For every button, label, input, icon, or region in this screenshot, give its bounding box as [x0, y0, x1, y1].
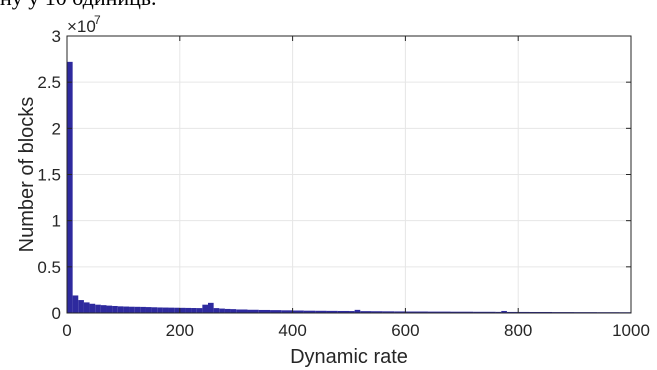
y-tick-label: 2	[52, 119, 61, 138]
histogram-bar	[162, 307, 169, 313]
histogram-bar	[230, 309, 237, 313]
histogram-bar	[473, 311, 496, 313]
histogram-bar	[224, 308, 231, 313]
axis-ticks	[66, 35, 632, 314]
histogram-bar	[157, 307, 163, 313]
histogram-bar	[303, 310, 316, 313]
histogram-bar	[123, 306, 130, 313]
histogram-bar	[270, 310, 282, 313]
histogram-bar	[371, 311, 383, 313]
x-tick-label: 0	[62, 321, 71, 340]
histogram-bar	[281, 310, 293, 313]
histogram-bar	[151, 307, 158, 313]
x-tick-label: 600	[391, 321, 419, 340]
histogram-bar	[83, 302, 90, 313]
histogram-bar	[191, 308, 197, 313]
y-tick-label: 1	[52, 212, 61, 231]
y-tick-label: 2.5	[37, 73, 61, 92]
histogram-bar	[174, 307, 180, 313]
y-tick-label: 0	[52, 304, 61, 323]
histogram-bar	[112, 305, 118, 313]
histogram-bar	[326, 310, 338, 313]
y-tick-label: 3	[52, 27, 61, 46]
histogram-bar	[394, 311, 406, 313]
histogram-bar	[501, 310, 507, 313]
y-exponent-power: 7	[94, 13, 101, 27]
x-tick-label: 200	[166, 321, 194, 340]
histogram-bar	[67, 61, 73, 313]
histogram-bar	[427, 311, 451, 313]
histogram-bar	[213, 308, 220, 313]
histogram-bar	[129, 306, 135, 313]
histogram-bar	[168, 307, 175, 313]
histogram-bars	[67, 61, 631, 313]
histogram-bar	[208, 302, 214, 313]
histogram-bar	[145, 307, 152, 313]
x-tick-label: 800	[504, 321, 532, 340]
x-tick-label: 1000	[612, 321, 650, 340]
histogram-bar	[196, 308, 203, 313]
histogram-bar	[185, 307, 192, 313]
histogram-bar	[89, 303, 96, 313]
histogram-bar	[450, 311, 474, 313]
histogram-bar	[78, 300, 84, 313]
x-tick-label: 400	[278, 321, 306, 340]
histogram-bar	[405, 311, 428, 313]
histogram-bar	[258, 309, 271, 313]
histogram-bar	[106, 305, 113, 313]
histogram-bar	[337, 310, 349, 313]
y-tick-label: 1.5	[37, 166, 61, 185]
histogram-bar	[72, 295, 79, 313]
histogram-bar	[100, 305, 107, 313]
histogram-bar	[95, 304, 101, 313]
histogram-bar	[140, 306, 146, 313]
grid-lines	[66, 35, 632, 314]
histogram-bar	[134, 306, 141, 313]
histogram-bar	[382, 311, 395, 313]
cropped-caption-text: ну у 10 одиниць.	[0, 0, 156, 11]
histogram-bar	[354, 309, 361, 313]
histogram-bar	[219, 308, 225, 313]
histogram-bar	[236, 309, 248, 313]
histogram-bar	[292, 310, 304, 313]
y-exponent-label: ×10	[67, 17, 96, 36]
histogram-bar	[360, 311, 372, 313]
histogram-bar	[202, 304, 208, 313]
histogram-bar	[315, 310, 327, 313]
x-axis-label: Dynamic rate	[290, 346, 408, 368]
histogram-bar	[529, 311, 553, 313]
y-tick-label: 0.5	[37, 258, 61, 277]
y-axis-label: Number of blocks	[16, 97, 38, 253]
tick-labels: 0 200 400 600 800 1000 0 0.5 1 1.5 2 2.5 3	[37, 27, 650, 340]
histogram-bar	[495, 311, 502, 313]
histogram-bar	[179, 307, 186, 313]
histogram-bar	[349, 311, 355, 313]
histogram-bar	[117, 306, 124, 313]
histogram-bar	[247, 309, 259, 313]
